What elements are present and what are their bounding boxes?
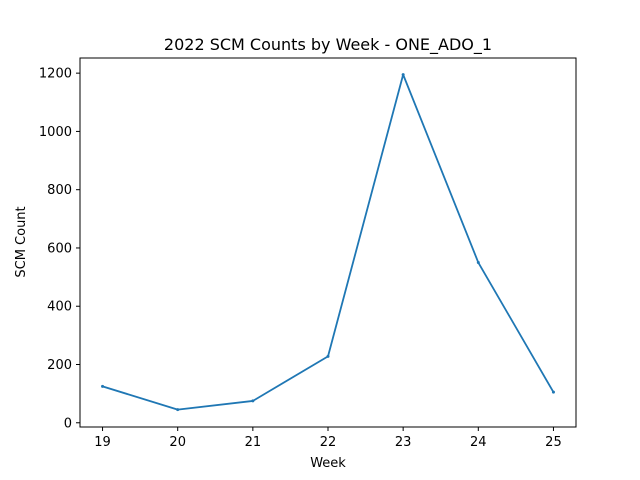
x-axis-label: Week xyxy=(310,456,346,471)
data-point xyxy=(101,384,105,388)
y-axis-label: SCM Count xyxy=(14,206,29,277)
y-tick-label: 600 xyxy=(47,241,72,256)
x-tick-label: 24 xyxy=(470,435,487,450)
x-tick-label: 23 xyxy=(395,435,412,450)
y-tick-label: 0 xyxy=(64,416,72,431)
chart-title: 2022 SCM Counts by Week - ONE_ADO_1 xyxy=(164,35,492,55)
series-line xyxy=(101,73,555,411)
plot-frame xyxy=(79,57,577,428)
y-tick-label: 400 xyxy=(47,300,72,315)
y-tick-label: 200 xyxy=(47,358,72,373)
y-tick-label: 1000 xyxy=(39,125,72,140)
data-point xyxy=(401,73,405,77)
data-point xyxy=(176,408,180,412)
x-tick-label: 22 xyxy=(320,435,337,450)
data-point xyxy=(251,399,255,403)
x-tick-label: 20 xyxy=(169,435,186,450)
x-tick-label: 25 xyxy=(545,435,562,450)
data-point xyxy=(476,261,480,265)
data-point xyxy=(551,390,555,394)
y-tick-label: 800 xyxy=(47,183,72,198)
x-tick-label: 19 xyxy=(94,435,111,450)
y-tick-label: 1200 xyxy=(39,67,72,82)
data-point xyxy=(326,354,330,358)
x-tick-label: 21 xyxy=(245,435,262,450)
